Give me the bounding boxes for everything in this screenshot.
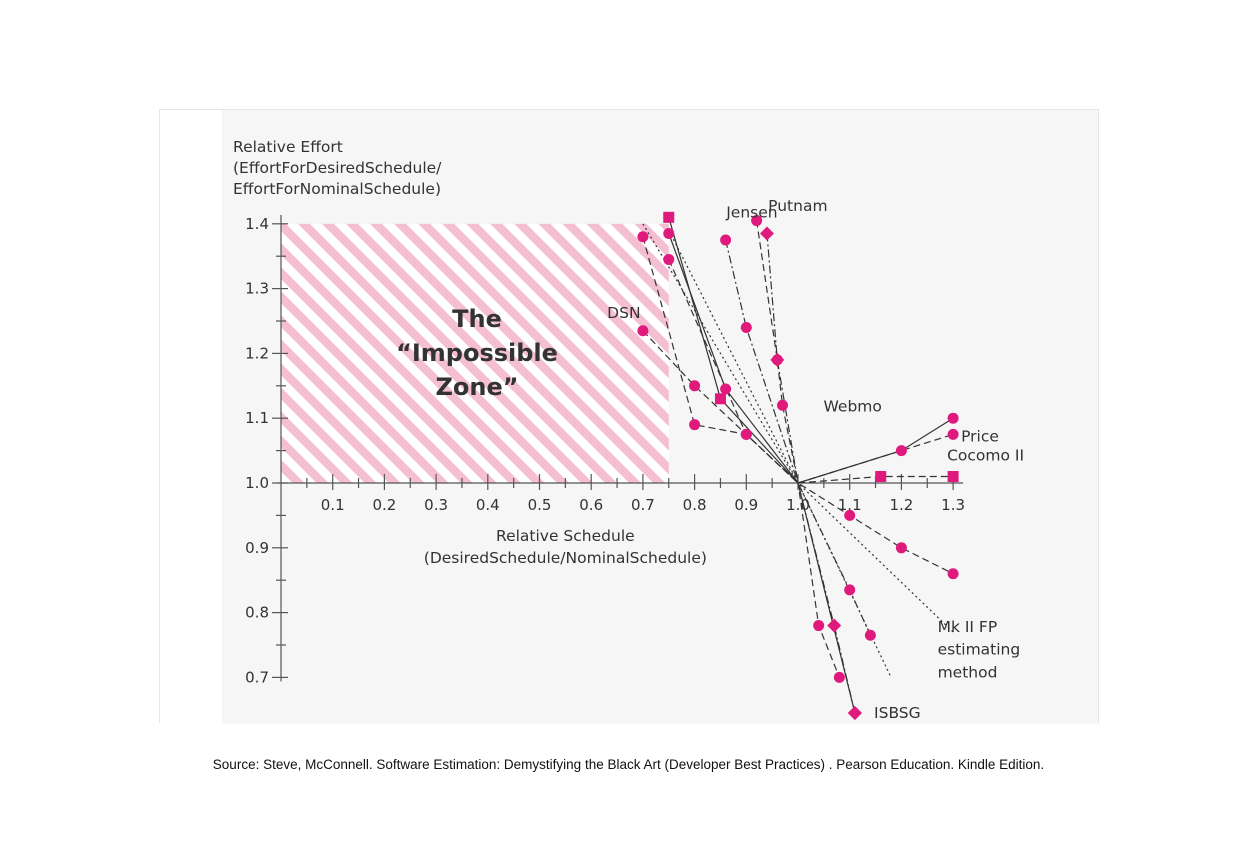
chart-card: The “Impossible Zone” 0.7 0.8 0.9 1.0 1.1 1.2 1.… xyxy=(159,109,1099,724)
series-marker-circle xyxy=(947,568,959,580)
series-label: Webmo xyxy=(824,398,882,416)
series-label: method xyxy=(938,663,998,681)
x-tick-label: 1.1 xyxy=(838,496,862,514)
x-tick-label: 0.2 xyxy=(372,496,396,514)
series-marker-circle xyxy=(833,671,845,683)
series-marker-circle xyxy=(947,412,959,424)
series-marker-circle xyxy=(637,325,649,337)
series-marker-diamond xyxy=(827,618,842,633)
x-tick-label: 0.8 xyxy=(683,496,707,514)
y-axis-title: Relative Effort xyxy=(233,138,343,156)
series-line xyxy=(642,330,954,575)
series-marker-circle xyxy=(776,399,788,411)
y-axis-title: (EffortForDesiredSchedule/ xyxy=(233,159,442,177)
series-marker-circle xyxy=(663,228,675,240)
series-line xyxy=(797,433,954,484)
y-tick-label: 0.9 xyxy=(245,539,269,557)
series-marker-square xyxy=(947,471,959,483)
series-line xyxy=(797,482,856,714)
impossible-zone: The “Impossible Zone” xyxy=(281,223,669,484)
x-tick-label: 0.4 xyxy=(476,496,500,514)
x-tick-label: 0.9 xyxy=(734,496,758,514)
y-tick-label: 1.3 xyxy=(245,280,269,298)
y-tick-label: 1.4 xyxy=(245,215,269,233)
series-marker-circle xyxy=(720,383,732,395)
series-label: Price xyxy=(961,428,999,446)
series-marker-circle xyxy=(740,428,752,440)
series-label: Jensen xyxy=(725,203,777,221)
x-axis-title: (DesiredSchedule/NominalSchedule) xyxy=(424,549,707,567)
series-line xyxy=(725,239,871,636)
effort-schedule-chart: The “Impossible Zone” 0.7 0.8 0.9 1.0 1.1 1.2 1.… xyxy=(222,110,1098,724)
x-tick-label: 0.1 xyxy=(321,496,345,514)
series-marker-circle xyxy=(663,253,675,265)
y-tick-label: 0.7 xyxy=(245,668,269,686)
y-tick-label: 1.2 xyxy=(245,344,269,362)
series-marker-circle xyxy=(864,629,876,641)
series-label: ISBSG xyxy=(874,704,921,722)
series-line xyxy=(756,220,840,678)
x-tick-label: 0.7 xyxy=(631,496,655,514)
series-marker-circle xyxy=(637,231,649,243)
chart-markers xyxy=(637,211,959,721)
x-tick-label: 1.0 xyxy=(786,496,810,514)
y-axis-title: EffortForNominalSchedule) xyxy=(233,180,441,198)
series-marker-circle xyxy=(895,542,907,554)
series-marker-diamond xyxy=(759,226,774,241)
series-marker-circle xyxy=(720,234,732,246)
series-marker-circle xyxy=(895,445,907,457)
y-tick-label: 1.0 xyxy=(245,474,269,492)
series-marker-circle xyxy=(813,620,825,632)
series-label: Mk II FP xyxy=(938,618,998,636)
impossible-zone-label: The xyxy=(452,305,502,333)
impossible-zone-fill xyxy=(281,223,669,484)
series-label: DSN xyxy=(607,304,640,322)
y-tick-label: 0.8 xyxy=(245,604,269,622)
x-axis-title: Relative Schedule xyxy=(496,527,635,545)
series-marker-square xyxy=(875,471,887,483)
series-label: estimating xyxy=(938,641,1021,659)
series-marker-diamond xyxy=(770,352,785,367)
x-tick-label: 1.3 xyxy=(941,496,965,514)
series-marker-diamond xyxy=(847,706,862,721)
series-marker-circle xyxy=(751,215,763,227)
chart-axes: 0.7 0.8 0.9 1.0 1.1 1.2 1.3 1.4 0.1 0.2 0.3 0.4 0.5 0… xyxy=(233,138,965,686)
series-marker-circle xyxy=(740,321,752,333)
y-tick-label: 1.1 xyxy=(245,409,269,427)
source-caption: Source: Steve, McConnell. Software Estim… xyxy=(212,757,1045,772)
series-marker-circle xyxy=(844,584,856,596)
series-marker-square xyxy=(714,393,726,405)
series-line xyxy=(642,223,954,633)
series-marker-circle xyxy=(689,380,701,392)
series-marker-circle xyxy=(947,428,959,440)
x-tick-label: 0.6 xyxy=(579,496,603,514)
impossible-zone-label: Zone” xyxy=(435,373,518,401)
series-marker-circle xyxy=(689,419,701,431)
series-label: Cocomo II xyxy=(947,446,1024,464)
x-tick-label: 1.2 xyxy=(889,496,913,514)
series-line xyxy=(642,236,799,484)
series-marker-square xyxy=(663,211,675,223)
impossible-zone-label: “Impossible xyxy=(396,339,558,367)
x-tick-label: 0.5 xyxy=(528,496,552,514)
x-tick-label: 0.3 xyxy=(424,496,448,514)
series-label: Putnam xyxy=(768,197,827,215)
series-marker-circle xyxy=(844,509,856,521)
